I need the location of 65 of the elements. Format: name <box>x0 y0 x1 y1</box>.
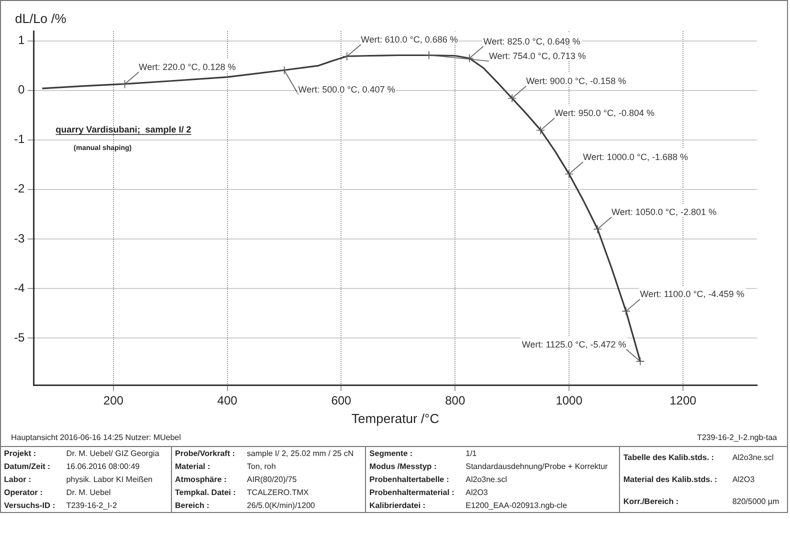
text: sample I/ 2, 25.02 mm / 25 cN <box>246 448 355 460</box>
text: Al2o3ne.scl <box>464 474 508 486</box>
text: Projekt : <box>3 448 38 460</box>
text: 26/5.0(K/min)/1200 <box>246 500 316 512</box>
annotation: Wert: 825.0 °C, 0.649 % <box>483 36 580 46</box>
text: Probe/Vorkraft : <box>174 448 236 460</box>
text: Kalibrierdatei : <box>368 500 426 512</box>
text: 1/1 <box>464 448 478 460</box>
text: TCALZERO.TMX <box>246 487 310 499</box>
annotation: Wert: 1125.0 °C, -5.472 % <box>522 339 626 350</box>
text: Tempkal. Datei : <box>174 487 237 499</box>
annotation: Wert: 1000.0 °C, -1.688 % <box>583 152 688 162</box>
x-tick-label: 600 <box>331 394 352 408</box>
text: Al2o3ne.scl <box>731 452 775 464</box>
text: Material des Kalib.stds. : <box>622 474 718 486</box>
text: Probenhaltertabelle : <box>368 474 450 486</box>
text: Material : <box>174 461 212 473</box>
text: Bereich : <box>174 500 210 512</box>
annotation: Wert: 1050.0 °C, -2.801 % <box>612 207 717 218</box>
x-tick-label: 1200 <box>670 394 697 408</box>
annotation: Wert: 220.0 °C, 0.128 % <box>138 62 236 72</box>
text: E1200_EAA-020913.ngb-cle <box>464 500 568 512</box>
text: Labor : <box>3 474 32 486</box>
y-tick-label: -1 <box>14 132 25 146</box>
x-tick-label: 1000 <box>556 394 583 408</box>
annotation: Wert: 754.0 °C, 0.713 % <box>488 51 586 62</box>
text: Standardausdehnung/Probe + Korrektur <box>464 461 609 473</box>
y-tick-label: 1 <box>18 33 25 48</box>
text: AIR(80/20)/75 <box>246 474 298 486</box>
text: Modus /Messtyp : <box>368 461 438 473</box>
y-tick-label: -5 <box>14 330 25 344</box>
y-axis-title: dL/Lo /% <box>15 11 67 26</box>
annotation: Wert: 610.0 °C, 0.686 % <box>360 34 458 44</box>
text: Al2O3 <box>731 474 756 486</box>
x-tick-label: 400 <box>217 394 238 408</box>
annotation: Wert: 950.0 °C, -0.804 % <box>554 108 655 118</box>
text: Al2O3 <box>464 487 489 499</box>
text: Datum/Zeit : <box>3 461 52 473</box>
y-tick-label: 0 <box>18 82 25 97</box>
text: physik. Labor KI Meißen <box>65 474 154 486</box>
x-axis-title: Temperatur /°C <box>352 410 440 426</box>
text: Ton, roh <box>246 461 277 473</box>
text: Atmosphäre : <box>174 474 228 486</box>
x-tick-label: 200 <box>103 394 124 408</box>
annotation: quarry Vardisubani; sample I/ 2 <box>56 124 192 134</box>
text: Operator : <box>3 487 44 499</box>
y-tick-label: -4 <box>14 280 25 295</box>
text: T239-16-2_I-2.ngb-taa <box>696 433 777 442</box>
text: Hauptansicht 2016-06-16 14:25 Nutzer: MUebel <box>11 433 181 442</box>
text: Dr. M. Uebel <box>65 487 112 499</box>
annotation: Wert: 900.0 °C, -0.158 % <box>526 76 626 86</box>
text: Segmente : <box>368 448 414 460</box>
text: 16.06.2016 08:00:49 <box>65 461 141 473</box>
x-tick-label: 800 <box>445 394 466 408</box>
annotation: Wert: 1100.0 °C, -4.459 % <box>640 289 744 300</box>
y-tick-label: -3 <box>14 231 25 246</box>
annotation: Wert: 500.0 °C, 0.407 % <box>298 84 396 94</box>
text: Dr. M. Uebel/ GIZ Georgia <box>65 448 160 460</box>
text: Versuchs-ID : <box>3 500 56 512</box>
text: Korr./Bereich : <box>622 496 680 508</box>
text: Tabelle des Kalib.stds. : <box>622 452 715 464</box>
y-tick-label: -2 <box>14 182 25 196</box>
text: Probenhaltermaterial : <box>368 487 456 499</box>
text: 820/5000 µm <box>731 496 780 508</box>
text: T239-16-2_I-2 <box>65 500 118 512</box>
